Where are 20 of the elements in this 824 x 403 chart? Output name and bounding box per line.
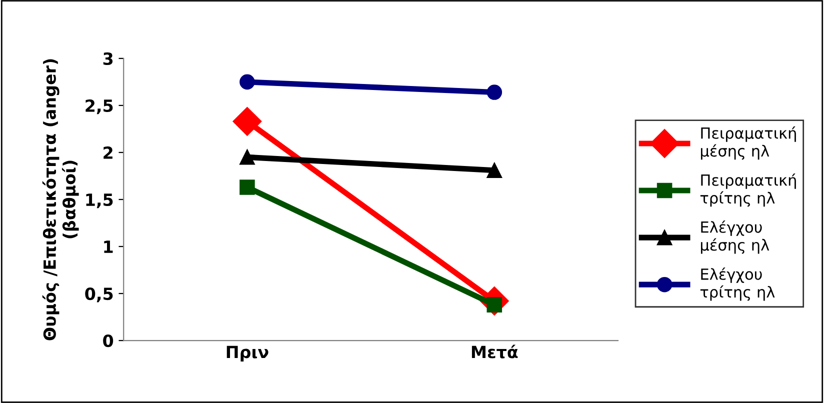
y-tick-label: 0 (103, 334, 114, 348)
point (240, 180, 255, 195)
y-tick-label: 0,5 (85, 287, 113, 302)
y-tick-label: 1,5 (86, 194, 113, 208)
y-tick-label: 2 (104, 146, 112, 159)
y-tick-label: 1 (104, 240, 113, 253)
point (486, 162, 502, 178)
y-tick-label: 2,5 (86, 99, 113, 114)
x-tick-label: Μετά (472, 344, 518, 358)
legend-label: Πειραματική τρίτης ηλ (700, 173, 796, 207)
point (486, 84, 502, 100)
point (240, 150, 255, 165)
legend-label: Πειραματική μέσης ηλ (700, 126, 796, 160)
legend-label: Ελέγχου τρίτης ηλ (700, 267, 775, 301)
legend-label: Ελέγχου μέσης ηλ (700, 220, 770, 254)
point (240, 74, 255, 90)
point (232, 106, 262, 136)
y-axis-title: Θυμός /Επιθετικότητα (anger) (βαθμοί) (42, 59, 79, 340)
x-tick-label: Πριν (226, 346, 268, 362)
y-tick-label: 3 (103, 52, 113, 66)
